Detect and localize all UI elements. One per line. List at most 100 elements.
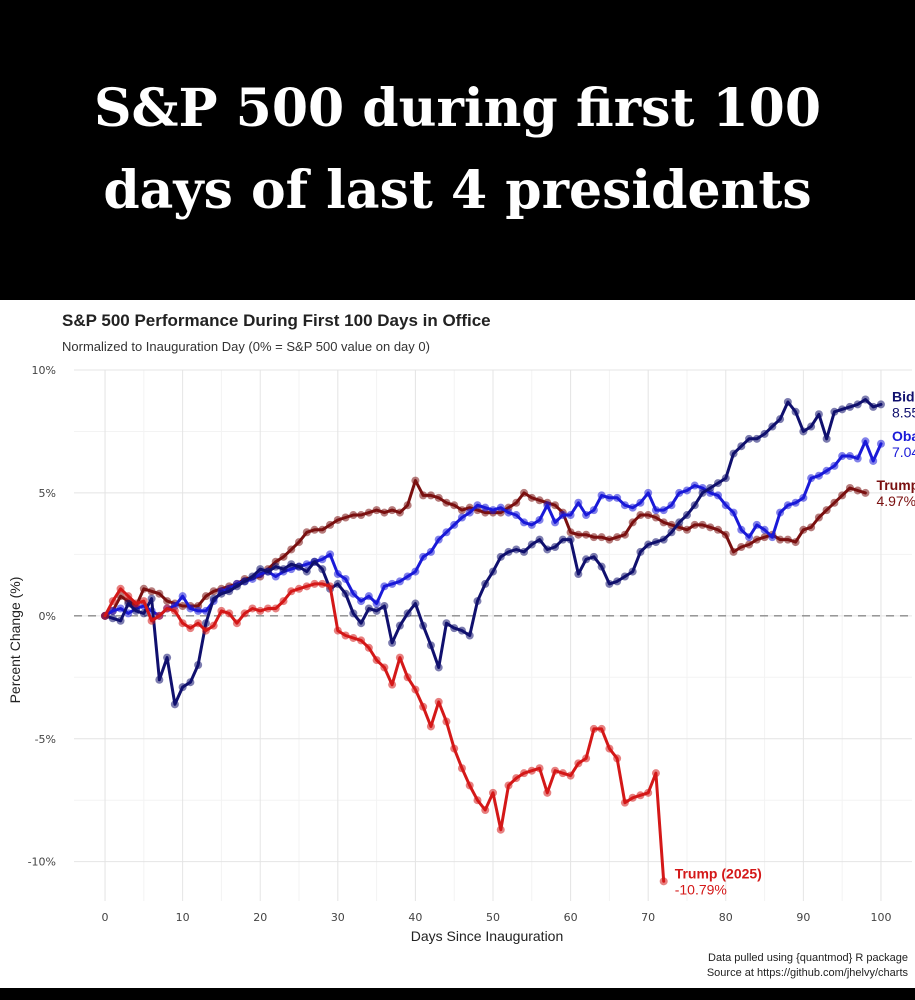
data-point (108, 606, 117, 615)
data-point (256, 606, 265, 615)
data-point (814, 513, 823, 522)
data-point (201, 626, 210, 635)
data-point (489, 788, 497, 797)
data-point (768, 422, 777, 431)
data-point (434, 697, 443, 706)
data-point (263, 567, 272, 576)
data-point (434, 535, 443, 544)
data-point (876, 400, 885, 409)
data-point (496, 503, 505, 512)
data-point (605, 535, 614, 544)
data-point (799, 525, 808, 534)
data-point (178, 602, 187, 610)
data-point (232, 619, 241, 628)
data-point (659, 535, 668, 544)
gridlines (74, 369, 912, 901)
data-point (380, 582, 389, 591)
data-point (682, 525, 691, 534)
data-point (512, 545, 521, 554)
data-point (295, 584, 304, 593)
series-name-label: Trump (2025) (675, 865, 762, 881)
data-point (628, 518, 637, 527)
data-point (729, 508, 738, 517)
data-point (240, 609, 249, 618)
data-point (217, 589, 226, 598)
series-value-label: -10.79% (675, 881, 727, 897)
data-point (582, 530, 591, 539)
data-point (372, 599, 381, 608)
x-axis-ticks: 0 10 20 30 40 50 60 70 80 90 100 (102, 911, 892, 924)
data-point (318, 525, 327, 534)
data-point (357, 597, 366, 606)
data-point (139, 609, 148, 618)
data-point (876, 439, 885, 448)
data-point (341, 631, 350, 640)
x-tick-label: 10 (176, 911, 190, 924)
data-point (636, 547, 645, 556)
data-point (644, 488, 653, 497)
data-point (349, 609, 358, 618)
data-point (838, 491, 847, 500)
data-point (799, 427, 808, 436)
data-point (395, 508, 404, 517)
data-point (326, 582, 335, 591)
data-point (651, 506, 660, 515)
data-point (830, 461, 839, 470)
data-point (760, 429, 769, 438)
data-point (838, 452, 847, 461)
data-point (139, 584, 148, 593)
data-point (419, 491, 428, 500)
data-point (489, 567, 497, 576)
data-point (434, 663, 443, 672)
chart-subtitle: Normalized to Inauguration Day (0% = S&P… (62, 339, 430, 354)
data-point (814, 410, 823, 419)
chart-title: S&P 500 Performance During First 100 Day… (62, 311, 491, 330)
data-point (473, 501, 482, 510)
data-point (310, 579, 319, 588)
data-point (822, 434, 831, 443)
series-name-label: Obama (2013) (892, 428, 915, 444)
data-point (651, 513, 660, 522)
data-point (186, 678, 195, 687)
data-point (574, 498, 583, 507)
data-point (613, 577, 622, 586)
data-point (861, 437, 870, 446)
data-point (326, 520, 335, 529)
data-point (566, 771, 575, 780)
data-point (341, 589, 350, 598)
data-point (364, 643, 373, 652)
data-point (465, 631, 474, 640)
x-axis-label: Days Since Inauguration (411, 928, 564, 944)
data-point (496, 825, 505, 834)
data-point (279, 597, 288, 606)
data-point (364, 604, 373, 613)
x-tick-label: 50 (486, 911, 500, 924)
data-point (558, 535, 567, 544)
data-point (535, 764, 544, 773)
data-point (116, 584, 125, 593)
y-axis-ticks: 10% 5% 0% -5% -10% (28, 364, 56, 869)
data-point (721, 474, 730, 483)
data-point (147, 587, 156, 596)
data-point (807, 474, 816, 483)
data-point (333, 579, 342, 588)
data-point (279, 565, 288, 574)
data-point (101, 611, 110, 620)
data-point (132, 606, 141, 615)
data-point (116, 604, 125, 613)
data-point (714, 491, 723, 500)
data-point (287, 545, 296, 554)
x-tick-label: 20 (253, 911, 267, 924)
data-point (783, 501, 792, 510)
data-point (566, 528, 575, 537)
data-point (597, 724, 606, 733)
data-point (613, 754, 622, 763)
data-point (845, 402, 854, 411)
data-point (628, 567, 637, 576)
series-value-label: 7.04% (892, 444, 915, 460)
data-point (651, 538, 660, 547)
y-tick-label: 0% (39, 610, 56, 623)
data-point (706, 523, 715, 532)
data-point (799, 493, 808, 502)
data-point (714, 479, 723, 488)
